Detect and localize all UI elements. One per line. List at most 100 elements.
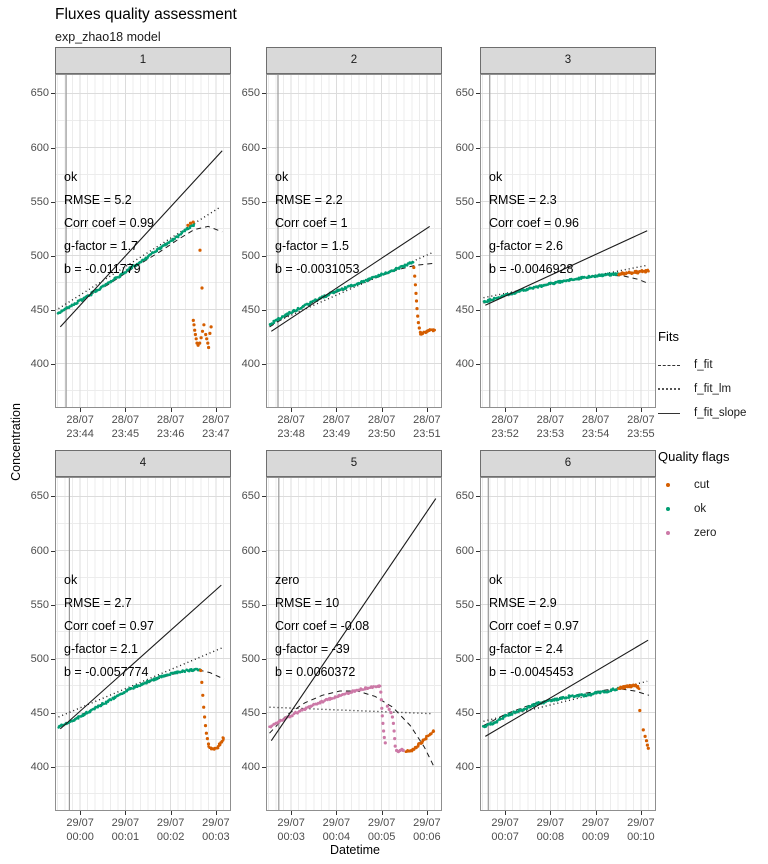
- panel-3-annotation: ok RMSE = 2.3 Corr coef = 0.96 g-factor = 2…: [489, 166, 579, 281]
- legend-fits: Fits f_fit f_fit_lm f_fit_slope: [658, 329, 766, 425]
- x-tick-mark: [125, 408, 127, 412]
- x-tick-label: 29/07 00:00: [57, 816, 103, 844]
- y-tick-mark: [476, 363, 480, 365]
- x-tick-line2: 00:01: [111, 831, 140, 843]
- x-tick-label: 28/07 23:51: [404, 413, 450, 441]
- x-tick-label: 28/07 23:48: [268, 413, 314, 441]
- y-tick-mark: [51, 363, 55, 365]
- x-tick-mark: [80, 811, 82, 815]
- x-tick-line1: 29/07: [277, 817, 305, 829]
- y-tick-label: 450: [241, 303, 260, 316]
- legend-flags-title: Quality flags: [658, 449, 730, 464]
- strip-label: 3: [564, 54, 572, 66]
- y-tick-label: 650: [241, 87, 260, 100]
- annotation-line: zero: [275, 573, 300, 587]
- x-tick-mark: [170, 408, 172, 412]
- x-tick-mark: [170, 811, 172, 815]
- y-tick-mark: [262, 658, 266, 660]
- cut-dot-icon: [658, 483, 682, 487]
- annotation-line: g-factor = 2.4: [489, 642, 563, 656]
- x-tick-line1: 29/07: [581, 817, 610, 829]
- x-tick-line2: 23:48: [277, 428, 305, 440]
- annotation-line: Corr coef = 0.97: [489, 619, 579, 633]
- x-tick-label: 28/07 23:54: [573, 413, 619, 441]
- x-tick-mark: [595, 811, 597, 815]
- x-tick-label: 28/07 23:47: [193, 413, 239, 441]
- x-tick-line2: 23:47: [202, 428, 230, 440]
- y-tick-label: 600: [241, 141, 260, 154]
- x-tick-line2: 23:52: [491, 428, 519, 440]
- x-tick-mark: [291, 408, 293, 412]
- x-tick-line2: 23:49: [322, 428, 351, 440]
- y-tick-mark: [51, 309, 55, 311]
- x-tick-mark: [505, 811, 507, 815]
- x-tick-line1: 29/07: [156, 817, 185, 829]
- legend-fits-title: Fits: [658, 329, 679, 344]
- panel-6-plot: [480, 477, 656, 811]
- x-tick-line2: 00:09: [581, 831, 610, 843]
- x-tick-label: 29/07 00:05: [359, 816, 405, 844]
- x-tick-line1: 28/07: [491, 414, 519, 426]
- strip-label: 2: [350, 54, 358, 66]
- strip-label: 5: [350, 457, 358, 469]
- x-axis-title: Datetime: [329, 843, 381, 857]
- annotation-line: ok: [489, 170, 503, 184]
- x-tick-label: 28/07 23:53: [527, 413, 573, 441]
- annotation-line: Corr coef = 0.99: [64, 216, 154, 230]
- strip-label: 6: [564, 457, 572, 469]
- y-tick-label: 450: [30, 706, 49, 719]
- y-tick-label: 450: [241, 706, 260, 719]
- x-tick-label: 29/07 00:04: [313, 816, 359, 844]
- x-tick-line1: 29/07: [627, 817, 655, 829]
- x-tick-label: 28/07 23:44: [57, 413, 103, 441]
- annotation-line: g-factor = 1.5: [275, 239, 349, 253]
- x-tick-line1: 28/07: [581, 414, 610, 426]
- y-tick-mark: [262, 309, 266, 311]
- y-tick-mark: [51, 147, 55, 149]
- x-tick-line1: 29/07: [367, 817, 396, 829]
- y-tick-mark: [476, 496, 480, 498]
- x-tick-mark: [291, 811, 293, 815]
- y-tick-label: 550: [30, 598, 49, 611]
- x-tick-line2: 00:08: [536, 831, 565, 843]
- annotation-line: b = -0.0045453: [489, 665, 574, 679]
- x-tick-label: 28/07 23:55: [618, 413, 664, 441]
- x-tick-line1: 29/07: [111, 817, 140, 829]
- y-tick-label: 600: [455, 141, 474, 154]
- y-tick-mark: [476, 712, 480, 714]
- x-tick-label: 29/07 00:03: [193, 816, 239, 844]
- y-tick-mark: [262, 766, 266, 768]
- annotation-line: RMSE = 2.9: [489, 596, 557, 610]
- legend-quality-flags: Quality flags cut ok zero: [658, 449, 766, 545]
- x-tick-mark: [505, 408, 507, 412]
- x-tick-label: 29/07 00:06: [404, 816, 450, 844]
- y-tick-mark: [262, 712, 266, 714]
- y-tick-mark: [51, 604, 55, 606]
- annotation-line: RMSE = 5.2: [64, 193, 132, 207]
- y-tick-mark: [476, 550, 480, 552]
- x-tick-mark: [640, 408, 642, 412]
- y-tick-label: 550: [241, 598, 260, 611]
- x-tick-label: 28/07 23:50: [359, 413, 405, 441]
- x-tick-line1: 28/07: [627, 414, 655, 426]
- y-tick-mark: [51, 201, 55, 203]
- annotation-line: ok: [64, 170, 78, 184]
- annotation-line: Corr coef = 1: [275, 216, 348, 230]
- legend-item-zero: zero: [658, 521, 766, 545]
- y-tick-mark: [51, 712, 55, 714]
- x-tick-mark: [381, 408, 383, 412]
- annotation-line: g-factor = -39: [275, 642, 350, 656]
- x-tick-label: 28/07 23:46: [148, 413, 194, 441]
- x-tick-line2: 00:03: [277, 831, 305, 843]
- x-tick-line2: 23:44: [66, 428, 94, 440]
- legend-item-f-fit: f_fit: [658, 353, 766, 377]
- x-tick-line2: 00:07: [491, 831, 519, 843]
- annotation-line: b = -0.0046928: [489, 262, 574, 276]
- annotation-line: ok: [489, 573, 503, 587]
- legend-item-cut: cut: [658, 473, 766, 497]
- y-tick-mark: [476, 255, 480, 257]
- panel-2-plot: [266, 74, 442, 408]
- x-tick-label: 28/07 23:49: [313, 413, 359, 441]
- y-tick-mark: [262, 496, 266, 498]
